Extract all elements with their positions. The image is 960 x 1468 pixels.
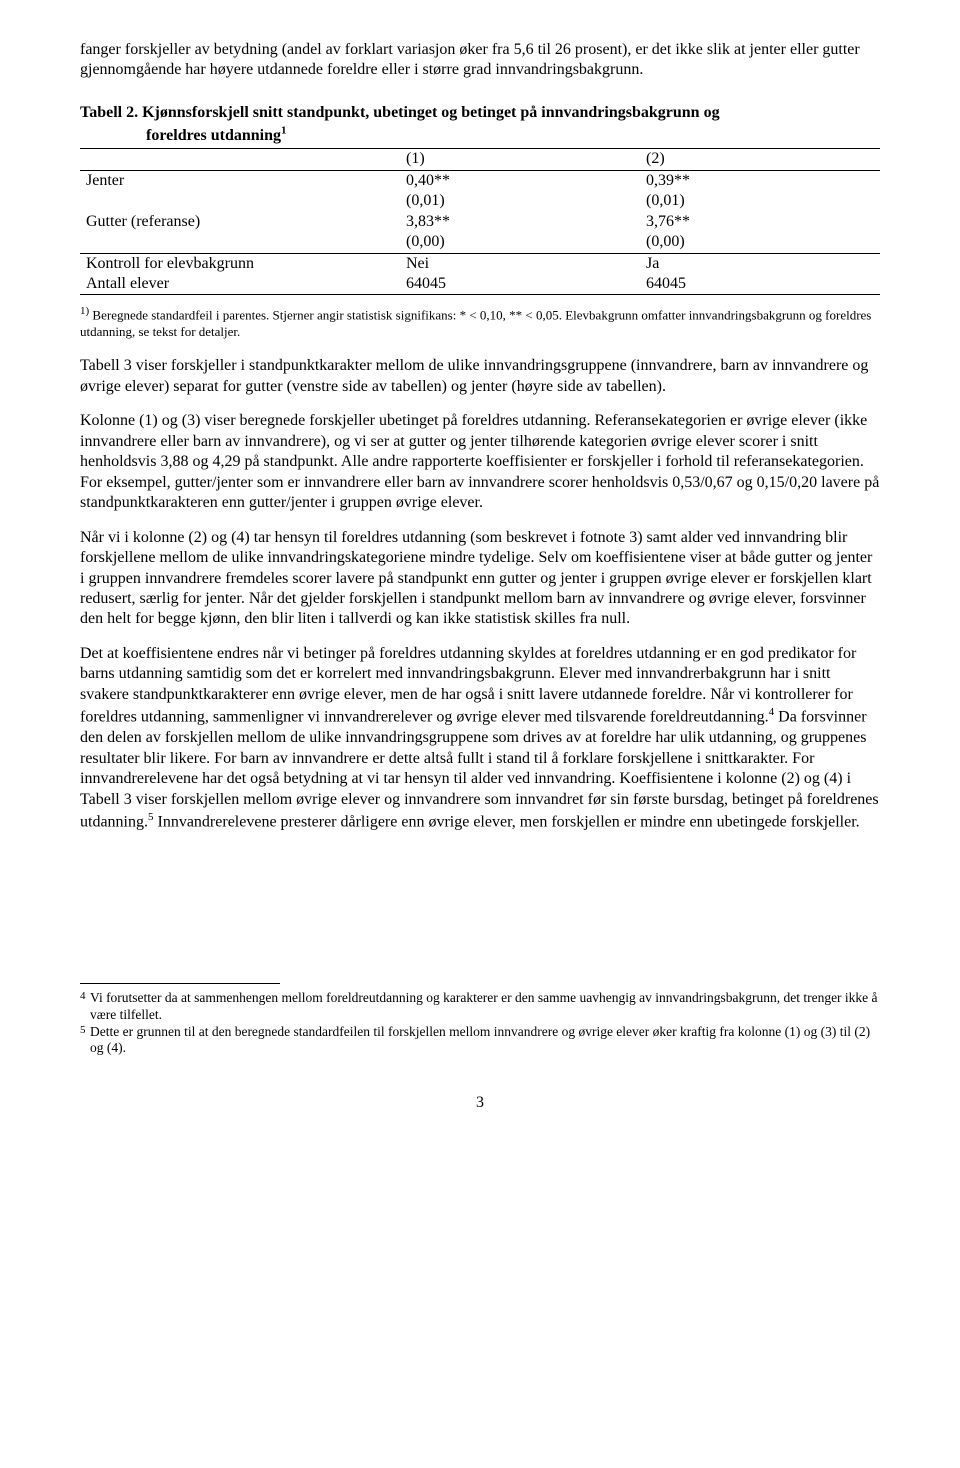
body-para-4: Det at koeffisientene endres når vi beti… bbox=[80, 644, 880, 833]
table-cell-label bbox=[80, 191, 400, 211]
footnote-5: 5 Dette er grunnen til at den beregnede … bbox=[80, 1024, 880, 1058]
intro-paragraph: fanger forskjeller av betydning (andel a… bbox=[80, 40, 880, 81]
table-row: Jenter 0,40** 0,39** bbox=[80, 170, 880, 191]
table-cell-label: Kontroll for elevbakgrunn bbox=[80, 253, 400, 274]
table-cell: 3,83** bbox=[400, 212, 640, 232]
footnote-4-num: 4 bbox=[80, 990, 90, 1024]
body-para-3: Når vi i kolonne (2) og (4) tar hensyn t… bbox=[80, 528, 880, 630]
table-cell: Nei bbox=[400, 253, 640, 274]
page: fanger forskjeller av betydning (andel a… bbox=[0, 0, 960, 1154]
body-para-1: Tabell 3 viser forskjeller i standpunktk… bbox=[80, 356, 880, 397]
footnote-4: 4 Vi forutsetter da at sammenhengen mell… bbox=[80, 990, 880, 1024]
page-number: 3 bbox=[80, 1093, 880, 1113]
table-cell: Ja bbox=[640, 253, 880, 274]
table-cell: (0,00) bbox=[640, 232, 880, 253]
table-cell: 0,40** bbox=[400, 170, 640, 191]
table2-header-row: (1) (2) bbox=[80, 149, 880, 170]
table-row: (0,01) (0,01) bbox=[80, 191, 880, 211]
table-cell: 64045 bbox=[640, 274, 880, 295]
table-row: Antall elever 64045 64045 bbox=[80, 274, 880, 295]
table-row: Gutter (referanse) 3,83** 3,76** bbox=[80, 212, 880, 232]
table2-footnote: 1) Beregnede standardfeil i parentes. St… bbox=[80, 305, 880, 340]
footnote-separator bbox=[80, 983, 280, 984]
footnotes-block: 4 Vi forutsetter da at sammenhengen mell… bbox=[80, 990, 880, 1058]
table2-footnote-text: Beregnede standardfeil i parentes. Stjer… bbox=[80, 308, 871, 339]
table-cell: 0,39** bbox=[640, 170, 880, 191]
table2-title-line2: foreldres utdanning bbox=[146, 127, 281, 144]
table-cell: (0,01) bbox=[640, 191, 880, 211]
table-cell-label: Jenter bbox=[80, 170, 400, 191]
table-cell: 64045 bbox=[400, 274, 640, 295]
footnote-4-text: Vi forutsetter da at sammenhengen mellom… bbox=[90, 990, 880, 1024]
body-para-2: Kolonne (1) og (3) viser beregnede forsk… bbox=[80, 411, 880, 513]
table-cell-label: Antall elever bbox=[80, 274, 400, 295]
table-cell-label bbox=[80, 232, 400, 253]
table-cell: 3,76** bbox=[640, 212, 880, 232]
table2-header-col2: (2) bbox=[640, 149, 880, 170]
table2-header-empty bbox=[80, 149, 400, 170]
table2-header-col1: (1) bbox=[400, 149, 640, 170]
table2: (1) (2) Jenter 0,40** 0,39** (0,01) (0,0… bbox=[80, 148, 880, 295]
footnote-5-num: 5 bbox=[80, 1024, 90, 1058]
table-row: (0,00) (0,00) bbox=[80, 232, 880, 253]
table2-title-line1: Tabell 2. Kjønnsforskjell snitt standpun… bbox=[80, 104, 720, 121]
table-row: Kontroll for elevbakgrunn Nei Ja bbox=[80, 253, 880, 274]
table-cell-label: Gutter (referanse) bbox=[80, 212, 400, 232]
body-para-4c: Innvandrerelevene presterer dårligere en… bbox=[154, 813, 860, 830]
table-cell: (0,01) bbox=[400, 191, 640, 211]
table-cell: (0,00) bbox=[400, 232, 640, 253]
table2-title-sup: 1 bbox=[281, 124, 287, 136]
table2-title: Tabell 2. Kjønnsforskjell snitt standpun… bbox=[80, 103, 880, 146]
table2-footnote-sup: 1) bbox=[80, 305, 89, 317]
footnote-5-text: Dette er grunnen til at den beregnede st… bbox=[90, 1024, 880, 1058]
body-para-4a: Det at koeffisientene endres når vi beti… bbox=[80, 645, 856, 726]
